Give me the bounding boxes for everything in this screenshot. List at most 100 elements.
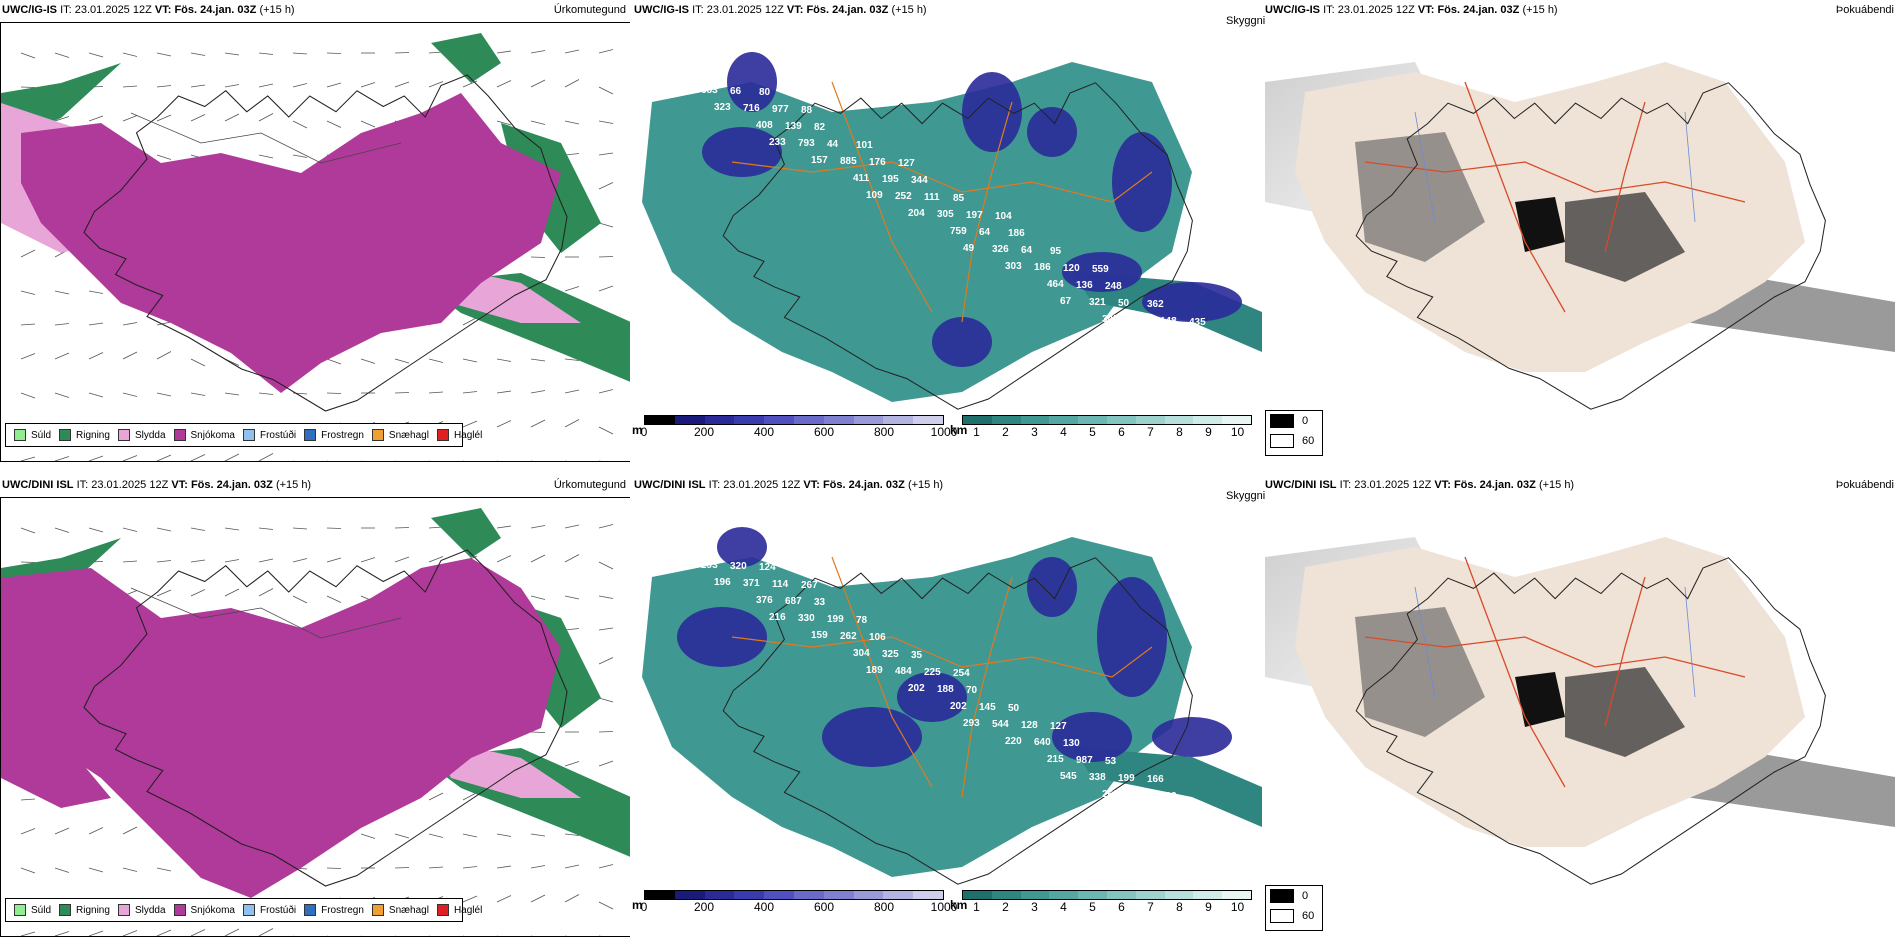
cloud-base-label: 977 xyxy=(772,104,789,115)
cloud-base-label: 293 xyxy=(701,560,718,571)
cloud-base-label: 305 xyxy=(937,209,954,220)
cloud-base-label: 559 xyxy=(1092,264,1109,275)
precip-legend: Súld Rigning Slydda Snjókoma Frostúði Frostre… xyxy=(5,898,482,922)
cloud-base-label: 987 xyxy=(1076,755,1093,766)
cloud-base-label: 326 xyxy=(992,244,1009,255)
cloud-base-label: 248 xyxy=(1105,281,1122,292)
cloud-base-label: 202 xyxy=(908,683,925,694)
cloud-base-label: 233 xyxy=(769,137,786,148)
cloud-base-label: 202 xyxy=(950,701,967,712)
cloud-base-label: 362 xyxy=(1147,299,1164,310)
cloud-base-label: 759 xyxy=(950,226,967,237)
cloud-base-label: 196 xyxy=(714,577,731,588)
visibility-label: Skyggni xyxy=(1226,15,1266,27)
precip-type-panel: UWC/IG-IS IT: 23.01.2025 12Z VT: Fös. 24… xyxy=(0,0,630,465)
cloud-base-label: 307 xyxy=(1131,790,1148,801)
cloud-map: 249 233 109 49 67 93 323 157 204 303 345 337 408 411 7… xyxy=(632,22,1262,434)
cloud-base-label: 254 xyxy=(953,668,970,679)
cloud-base-colorbar: m 0 200 400 600 800 1000 xyxy=(632,415,957,439)
legend-item: Snjókoma xyxy=(173,429,235,441)
cloud-base-label: 176 xyxy=(869,157,886,168)
cloud-base-label: 344 xyxy=(911,175,928,186)
cloud-base-label: 869 xyxy=(675,351,692,362)
cloud-base-label: 204 xyxy=(908,208,925,219)
panel-title: Úrkomutegund xyxy=(553,479,626,491)
cloud-base-label: 93 xyxy=(688,368,700,379)
cloud-base-label: 195 xyxy=(882,174,899,185)
cloud-base-label: 109 xyxy=(866,190,883,201)
cloud-base-label: 226 xyxy=(1144,807,1161,818)
cloud-base-label: 252 xyxy=(895,191,912,202)
cloud-base-label: 376 xyxy=(756,595,773,606)
cloud-base-label: 111 xyxy=(704,827,720,838)
legend-item: Frostúði xyxy=(242,904,296,916)
cloud-base-label: 716 xyxy=(743,103,760,114)
cloud-visibility-panel: UWC/DINI ISL IT: 23.01.2025 12Z VT: Fös.… xyxy=(632,475,1262,940)
fog-legend: 0 60 xyxy=(1265,885,1323,931)
panel-title: Þokuábendi xyxy=(1835,479,1894,491)
cloud-base-label: 793 xyxy=(798,138,815,149)
cloud-base-label: 411 xyxy=(853,173,870,184)
cloud-base-label: 124 xyxy=(759,562,776,573)
visibility-colorbar: km 1 2 3 4 5 6 7 8 9 10 xyxy=(950,890,1252,914)
fog-index-panel: UWC/DINI ISL IT: 23.01.2025 12Z VT: Fös.… xyxy=(1265,475,1900,940)
cloud-base-label: 304 xyxy=(853,648,870,659)
precip-type-panel: UWC/DINI ISL IT: 23.01.2025 12Z VT: Fös.… xyxy=(0,475,630,940)
cloud-base-label: 199 xyxy=(1118,773,1135,784)
cloud-base-label: 199 xyxy=(827,614,844,625)
cloud-base-label: 268 xyxy=(1102,789,1119,800)
legend-item: Snæhagl xyxy=(371,429,429,441)
panel-header: UWC/DINI ISL IT: 23.01.2025 12Z VT: Fös.… xyxy=(1265,479,1894,491)
cloud-base-label: 85 xyxy=(953,193,965,204)
legend-item: Rigning xyxy=(59,904,110,916)
cloud-base-label: 32 xyxy=(717,844,729,855)
cloud-base-label: 136 xyxy=(1076,280,1093,291)
cloud-base-label: 484 xyxy=(895,666,912,677)
cloud-base-label: 111 xyxy=(924,192,940,203)
fog-map xyxy=(1265,22,1895,462)
cloud-base-label: 64 xyxy=(979,227,991,238)
cloud-base-label: 545 xyxy=(1060,771,1077,782)
legend-item: Súld xyxy=(14,904,51,916)
cloud-base-label: 120 xyxy=(1063,263,1080,274)
cloud-base-label: 186 xyxy=(1034,262,1051,273)
legend-item: Frostregn xyxy=(304,904,364,916)
cloud-base-label: 683 xyxy=(701,85,718,96)
legend-item: Súld xyxy=(14,429,51,441)
cloud-base-label: 544 xyxy=(992,719,1009,730)
cloud-base-label: 166 xyxy=(1147,774,1164,785)
legend-item: Haglél xyxy=(436,429,482,441)
cloud-base-label: 64 xyxy=(1021,245,1033,256)
cloud-base-label: 464 xyxy=(1047,279,1064,290)
fog-legend: 0 60 xyxy=(1265,410,1323,456)
cloud-base-label: 148 xyxy=(1160,316,1177,327)
fog-map xyxy=(1265,497,1895,937)
cloud-map: 346 216 189 293 545 289 196 159 202 220 268 284 376 3… xyxy=(632,497,1262,909)
cloud-base-label: 58 xyxy=(675,826,687,837)
cloud-base-label: 220 xyxy=(1005,736,1022,747)
cloud-base-label: 330 xyxy=(798,613,815,624)
precip-map: Súld Rigning Slydda Snjókoma Frostúði Frostre… xyxy=(0,497,630,937)
cloud-base-label: 289 xyxy=(1157,824,1174,835)
panel-header: UWC/IG-IS IT: 23.01.2025 12Z VT: Fös. 24… xyxy=(1265,4,1894,16)
cloud-base-label: 267 xyxy=(801,580,818,591)
cloud-base-label: 186 xyxy=(1008,228,1025,239)
cloud-base-label: 382 xyxy=(1144,332,1161,343)
cloud-base-label: 321 xyxy=(1089,297,1106,308)
cloud-base-label: 128 xyxy=(1021,720,1038,731)
cloud-base-label: 412 xyxy=(1186,825,1203,836)
cloud-base-label: 325 xyxy=(882,649,899,660)
legend-item: Frostregn xyxy=(304,429,364,441)
cloud-base-label: 799 xyxy=(704,352,721,363)
cloud-base-label: 189 xyxy=(866,665,883,676)
panel-title: Úrkomutegund xyxy=(553,4,626,16)
cloud-base-label: 114 xyxy=(772,579,789,590)
cloud-base-label: 183 xyxy=(1173,333,1190,344)
cloud-base-label: 307 xyxy=(717,369,734,380)
cloud-base-label: 145 xyxy=(979,702,996,713)
cloud-base-label: 320 xyxy=(730,561,747,572)
cloud-base-label: 215 xyxy=(1047,754,1064,765)
legend-item: Frostúði xyxy=(242,429,296,441)
cloud-base-label: 640 xyxy=(1034,737,1051,748)
cloud-base-label: 209 xyxy=(1160,791,1177,802)
